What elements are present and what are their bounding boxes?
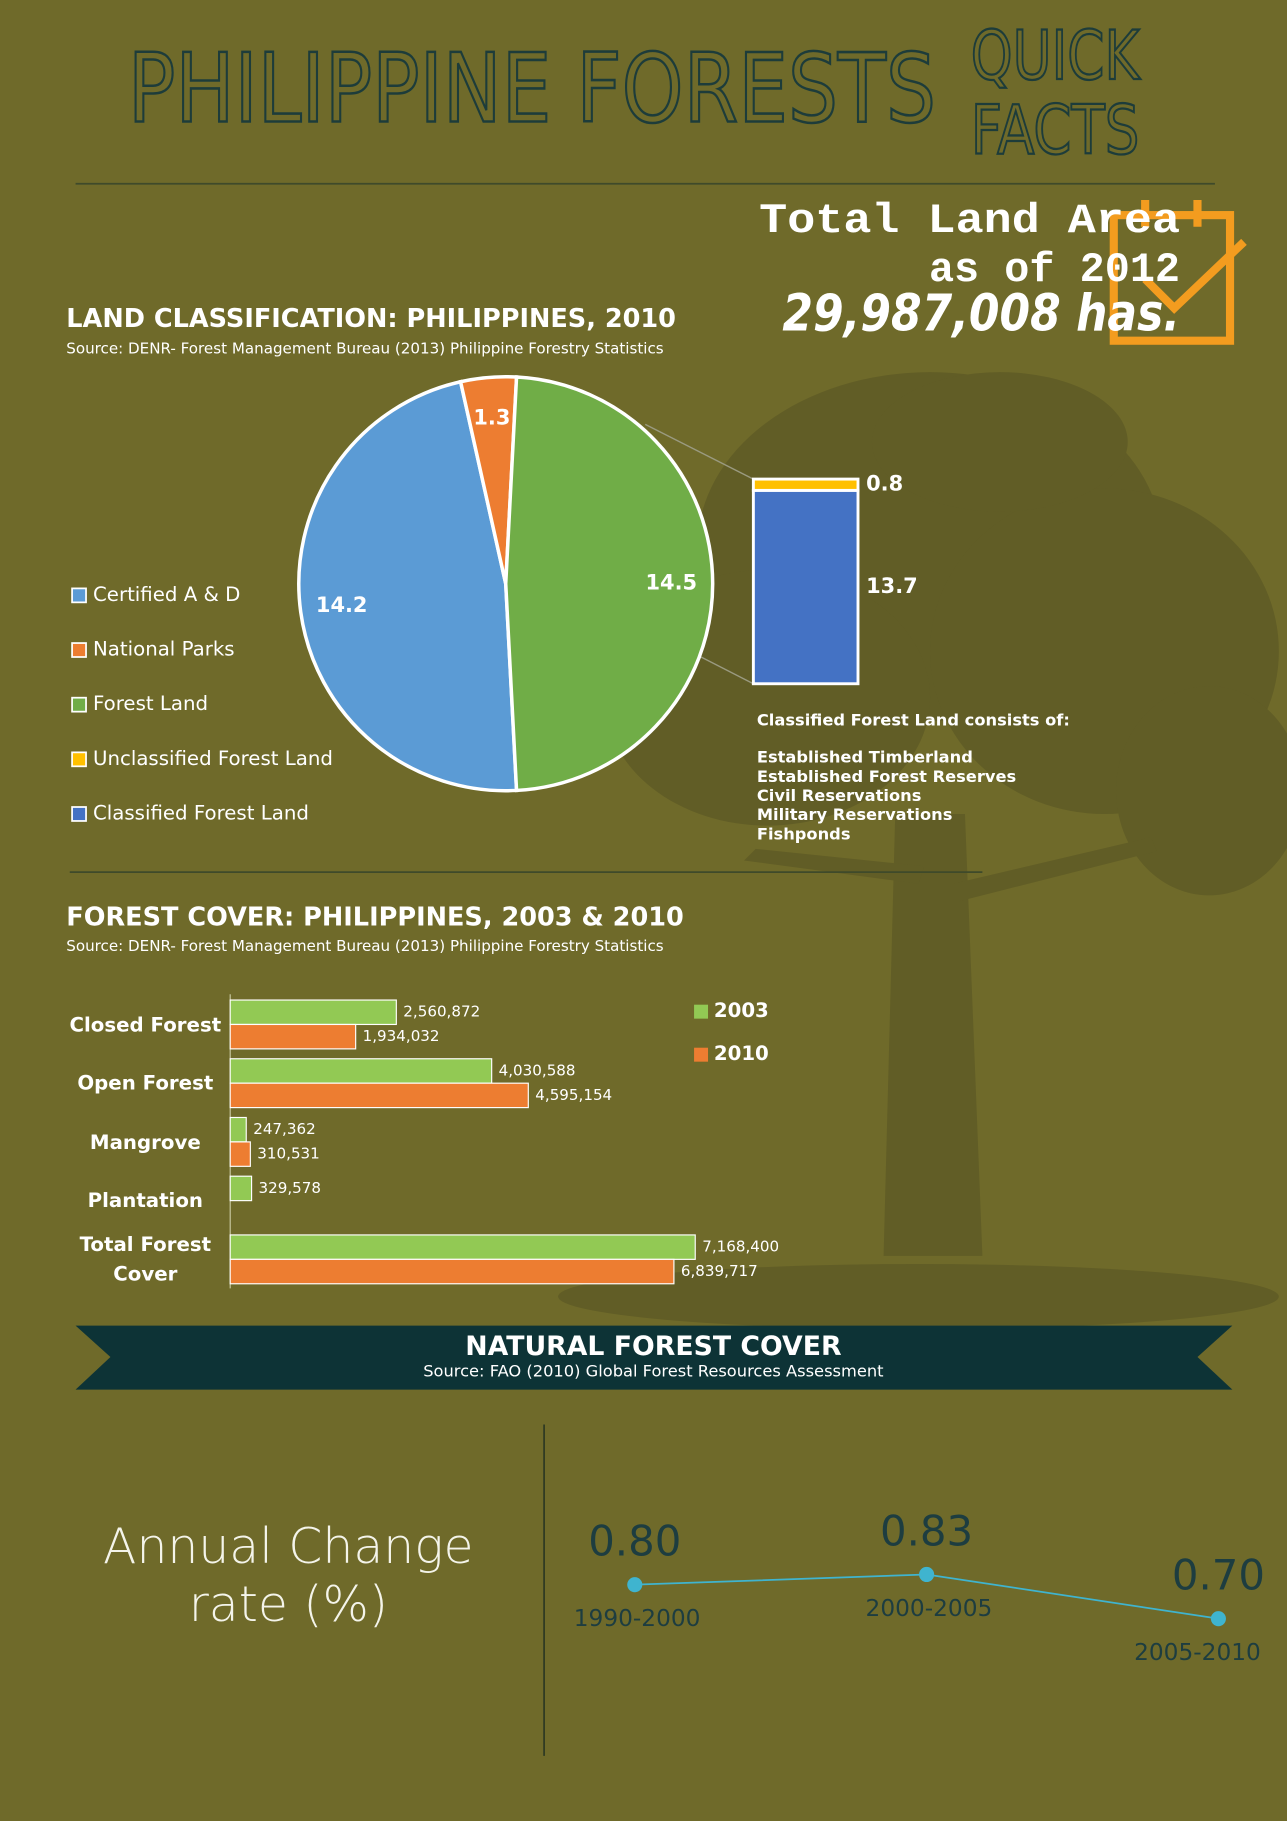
- chart-title: LAND CLASSIFICATION: PHILIPPINES, 2010: [66, 304, 676, 334]
- legend-label: Classified Forest Land: [93, 801, 309, 824]
- note-item: Military Reservations: [757, 805, 953, 824]
- bar: [230, 1259, 674, 1283]
- bar: [230, 1142, 250, 1166]
- category-label: Total Forest Cover: [64, 1226, 227, 1296]
- legend-label: Forest Land: [93, 692, 208, 715]
- chart-title: FOREST COVER: PHILIPPINES, 2003 & 2010: [66, 903, 684, 933]
- note-item: Civil Reservations: [757, 786, 922, 805]
- value-label: 0.80: [588, 1516, 681, 1565]
- bar-value-label: 6,839,717: [681, 1262, 758, 1280]
- legend-label: 2003: [714, 999, 769, 1022]
- bar: [230, 1024, 355, 1048]
- category-label-box: Total Forest Cover: [64, 1226, 227, 1296]
- legend-swatch: [72, 588, 86, 602]
- value-label: 0.83: [880, 1506, 973, 1555]
- bar-value-label: 310,531: [257, 1145, 319, 1163]
- note-title: Classified Forest Land consists of:: [757, 710, 1070, 729]
- stack-label: 0.8: [866, 472, 903, 496]
- stack-segment: [753, 479, 858, 490]
- bar-value-label: 4,595,154: [535, 1086, 612, 1104]
- chart-subtitle: Source: FAO (2010) Global Forest Resourc…: [423, 1362, 883, 1381]
- tagline: FACTS: [971, 90, 1140, 169]
- bar: [230, 1000, 396, 1024]
- legend-swatch: [72, 643, 86, 657]
- bar: [230, 1117, 246, 1141]
- bar-value-label: 1,934,032: [363, 1027, 440, 1045]
- bar-value-label: 7,168,400: [702, 1238, 779, 1256]
- point: [627, 1577, 642, 1592]
- legend-label: National Parks: [93, 638, 235, 661]
- infographic: PHILIPPINE FORESTS QUICK FACTS Total Lan…: [0, 0, 1287, 1821]
- legend-label: Unclassified Forest Land: [93, 747, 333, 770]
- stack-segment: [753, 490, 858, 683]
- note-item: Fishponds: [757, 824, 851, 843]
- bar-value-label: 4,030,588: [499, 1061, 576, 1079]
- y-axis-label: Annual Change rate (%): [56, 1518, 521, 1634]
- land-area-label: Total Land Area: [759, 197, 1180, 245]
- legend-swatch: [694, 1048, 708, 1062]
- legend-swatch: [72, 752, 86, 766]
- legend-swatch: [72, 698, 86, 712]
- bar: [230, 1059, 491, 1083]
- chart-title: NATURAL FOREST COVER: [465, 1331, 842, 1362]
- chart-subtitle: Source: DENR- Forest Management Bureau (…: [66, 937, 664, 955]
- note-item: Established Timberland: [757, 748, 973, 767]
- bar: [230, 1083, 528, 1107]
- point: [1211, 1611, 1226, 1626]
- legend-swatch: [72, 807, 86, 821]
- value-label: 0.70: [1172, 1550, 1265, 1599]
- x-tick-label: 2000-2005: [866, 1595, 993, 1622]
- chart-subtitle: Source: DENR- Forest Management Bureau (…: [66, 339, 664, 357]
- stack-label: 13.7: [866, 574, 918, 598]
- y-axis-label-box: Annual Change rate (%): [56, 1518, 521, 1646]
- bar-value-label: 247,362: [253, 1120, 315, 1138]
- note-item: Established Forest Reserves: [757, 767, 1016, 786]
- bar-value-label: 329,578: [259, 1179, 321, 1197]
- bar-value-label: 2,560,872: [403, 1003, 480, 1021]
- legend-label: 2010: [714, 1042, 769, 1065]
- legend-swatch: [694, 1005, 708, 1019]
- tagline: QUICK: [971, 16, 1141, 95]
- slice-label: 14.2: [316, 593, 368, 617]
- land-area-value: 29,987,008 has.: [782, 284, 1180, 343]
- point: [919, 1567, 934, 1582]
- x-tick-label: 1990-2000: [574, 1605, 701, 1632]
- bar: [230, 1176, 251, 1200]
- main-title: PHILIPPINE FORESTS: [128, 35, 936, 145]
- legend-label: Certified A & D: [93, 583, 240, 606]
- x-tick-label: 2005-2010: [1134, 1639, 1261, 1666]
- bar: [230, 1235, 695, 1259]
- page: PHILIPPINE FORESTS QUICK FACTS Total Lan…: [0, 0, 1287, 1821]
- slice-label: 14.5: [645, 571, 697, 595]
- slice-label: 1.3: [473, 406, 510, 430]
